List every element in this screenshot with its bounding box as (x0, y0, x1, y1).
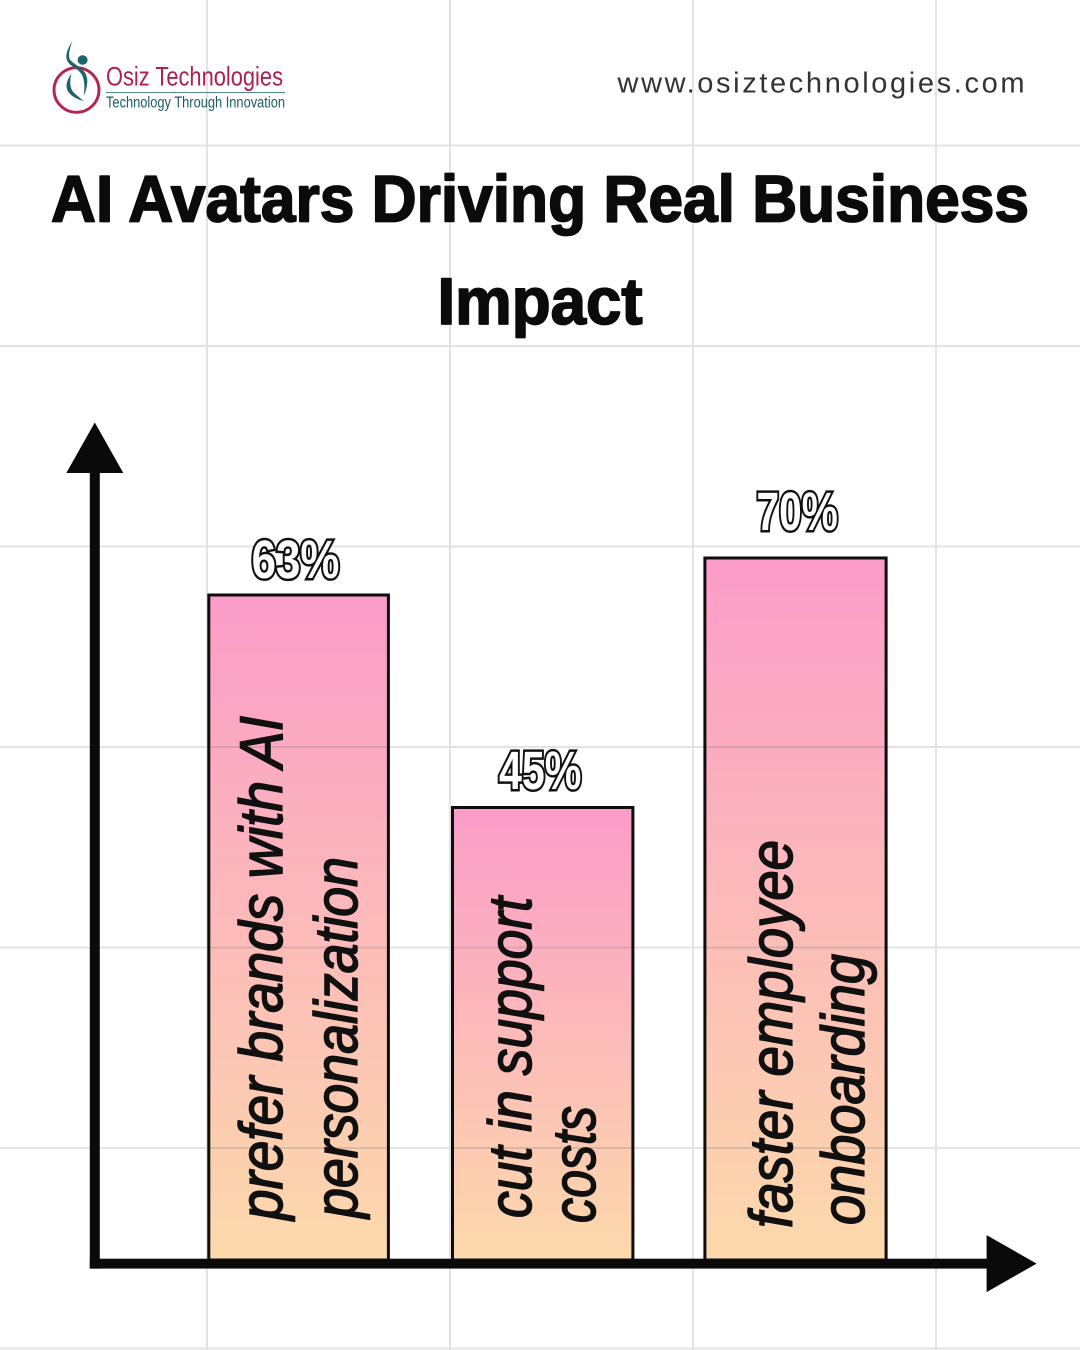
svg-text:costs: costs (541, 1106, 608, 1223)
svg-text:Osiz Technologies: Osiz Technologies (106, 62, 283, 92)
svg-text:faster employee: faster employee (738, 840, 805, 1228)
svg-text:AI Avatars Driving Real Busine: AI Avatars Driving Real Business (51, 162, 1029, 236)
svg-text:onboarding: onboarding (810, 954, 877, 1225)
svg-text:personalization: personalization (303, 857, 370, 1220)
svg-text:Technology Through Innovation: Technology Through Innovation (106, 95, 285, 112)
svg-text:www.osiztechnologies.com: www.osiztechnologies.com (617, 68, 1025, 100)
svg-text:Impact: Impact (438, 264, 643, 338)
svg-text:prefer brands with AI: prefer brands with AI (228, 716, 295, 1222)
svg-text:cut in support: cut in support (477, 895, 544, 1218)
svg-text:70%: 70% (757, 482, 838, 542)
svg-text:45%: 45% (499, 741, 581, 801)
svg-text:63%: 63% (252, 530, 340, 590)
